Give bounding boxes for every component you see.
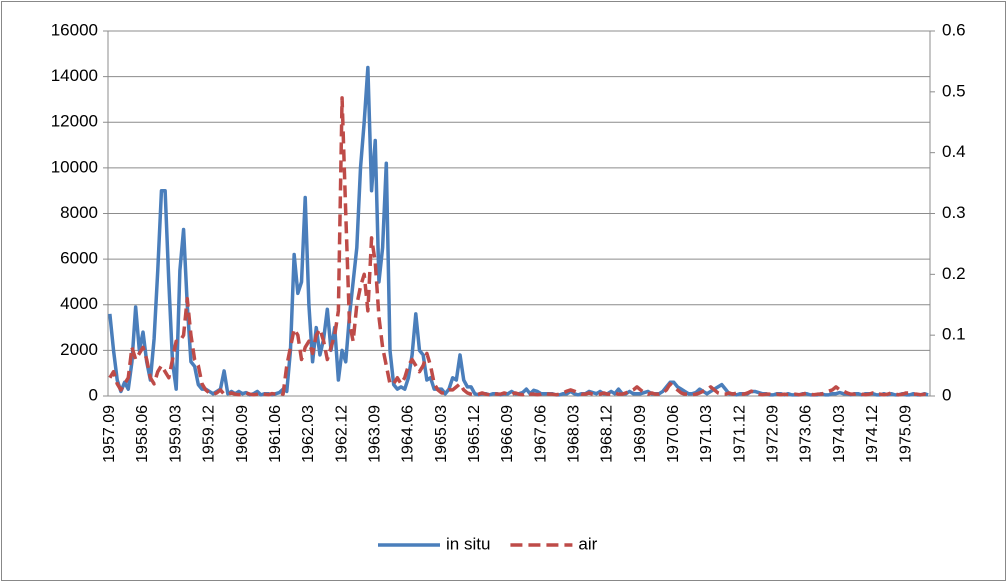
- x-tick-label: 1974.03: [831, 405, 848, 463]
- x-tick-label: 1970.06: [665, 405, 682, 463]
- y2-tick-label: 0.6: [942, 20, 966, 39]
- x-tick-label: 1961.06: [267, 405, 284, 463]
- y-tick-label: 8000: [60, 203, 98, 222]
- y-tick-label: 6000: [60, 249, 98, 268]
- x-tick-label: 1967.06: [532, 405, 549, 463]
- y2-tick-label: 0.1: [942, 325, 966, 344]
- x-tick-label: 1971.12: [731, 405, 748, 463]
- y2-tick-label: 0.4: [942, 142, 966, 161]
- x-tick-label: 1969.09: [632, 405, 649, 463]
- y-tick-label: 10000: [51, 157, 98, 176]
- x-tick-label: 1965.12: [466, 405, 483, 463]
- y-tick-label: 4000: [60, 294, 98, 313]
- y-tick-label: 12000: [51, 112, 98, 131]
- legend-label: air: [578, 534, 597, 553]
- x-tick-label: 1962.12: [333, 405, 350, 463]
- x-tick-label: 1963.09: [366, 405, 383, 463]
- x-tick-label: 1974.12: [864, 405, 881, 463]
- y2-tick-label: 0: [942, 385, 951, 404]
- x-tick-label: 1973.06: [798, 405, 815, 463]
- x-tick-label: 1968.12: [599, 405, 616, 463]
- x-tick-label: 1964.06: [400, 405, 417, 463]
- x-tick-label: 1975.09: [897, 405, 914, 463]
- x-tick-label: 1960.09: [234, 405, 251, 463]
- x-tick-label: 1966.09: [499, 405, 516, 463]
- y-tick-label: 14000: [51, 66, 98, 85]
- x-tick-label: 1968.03: [566, 405, 583, 463]
- x-tick-label: 1972.09: [765, 405, 782, 463]
- x-tick-label: 1965.03: [433, 405, 450, 463]
- y2-tick-label: 0.5: [942, 81, 966, 100]
- x-tick-label: 1957.09: [101, 405, 118, 463]
- x-tick-label: 1962.03: [300, 405, 317, 463]
- legend-label: in situ: [446, 534, 490, 553]
- data-line: [108, 96, 929, 397]
- y-tick-label: 16000: [51, 20, 98, 39]
- y2-tick-label: 0.2: [942, 264, 966, 283]
- x-tick-label: 1958.06: [134, 405, 151, 463]
- y-tick-label: 2000: [60, 340, 98, 359]
- y2-tick-label: 0.3: [942, 203, 966, 222]
- x-tick-label: 1971.03: [698, 405, 715, 463]
- y-tick-label: 0: [89, 385, 98, 404]
- x-tick-label: 1959.12: [201, 405, 218, 463]
- x-tick-label: 1959.03: [167, 405, 184, 463]
